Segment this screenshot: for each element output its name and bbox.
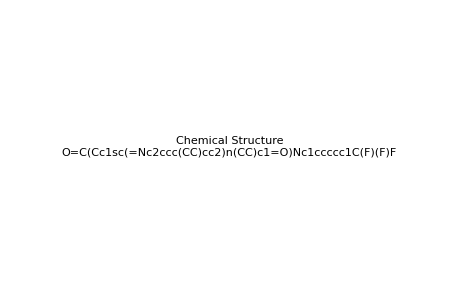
Text: Chemical Structure
O=C(Cc1sc(=Nc2ccc(CC)cc2)n(CC)c1=O)Nc1ccccc1C(F)(F)F: Chemical Structure O=C(Cc1sc(=Nc2ccc(CC)… [62,136,397,158]
